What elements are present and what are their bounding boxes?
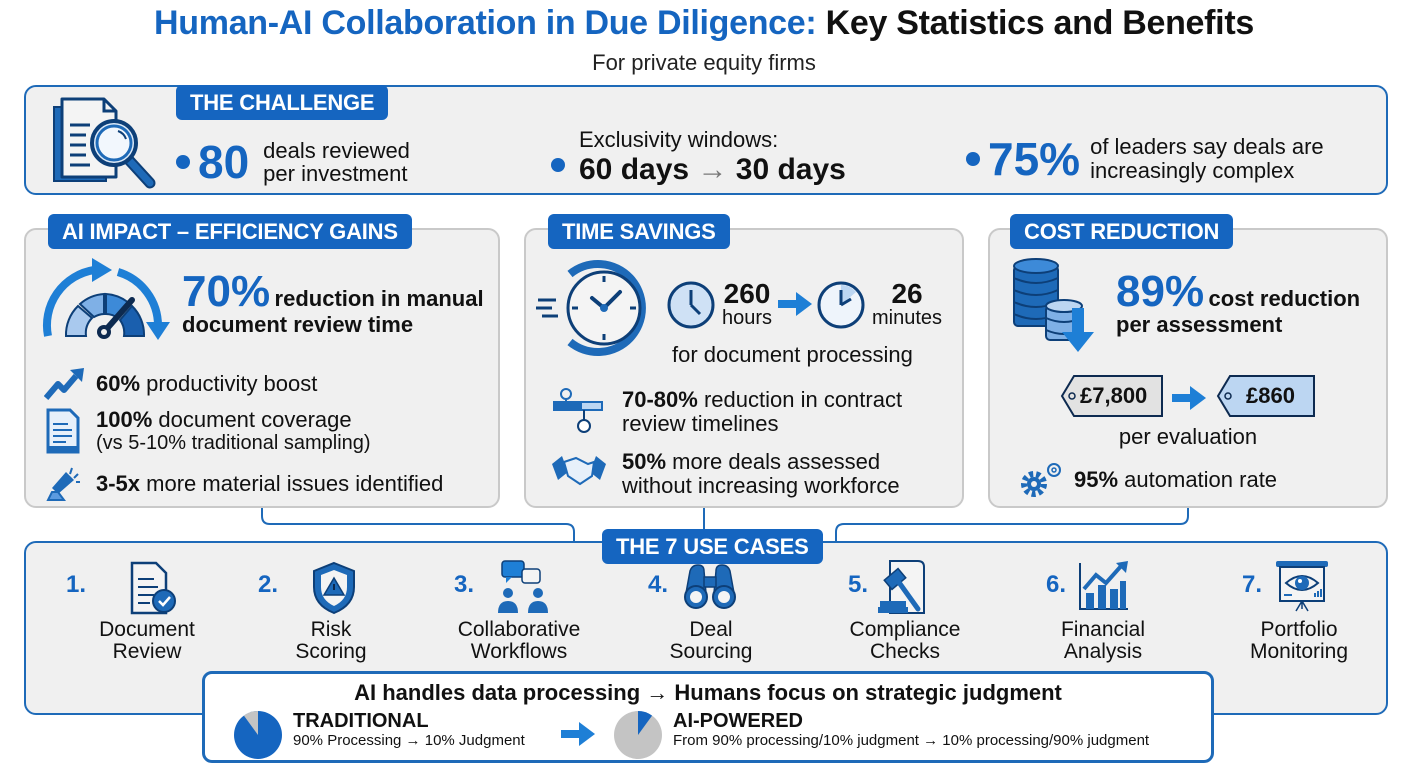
- efficiency-item-issues: 3-5x more material issues identified: [44, 466, 443, 502]
- challenge-panel: THE CHALLENGE 80 deals reviewed per inve…: [24, 85, 1388, 195]
- cost-headline: 89% cost reduction per assessment: [1116, 267, 1361, 338]
- timeline-icon: [553, 388, 603, 433]
- page-subtitle: For private equity firms: [592, 50, 816, 75]
- efficiency-panel: AI IMPACT – EFFICIENCY GAINS 70% reducti…: [24, 214, 500, 508]
- traditional-pie-chart: [234, 711, 282, 759]
- presentation-eye-icon: [1276, 561, 1328, 612]
- clock-to-icon: [816, 280, 866, 330]
- ai-powered-block: AI-POWERED From 90% processing/10% judgm…: [673, 710, 1150, 749]
- time-savings-badge: TIME SAVINGS: [548, 214, 730, 249]
- binoculars-icon: [684, 564, 736, 609]
- challenge-stat-complexity: 75% of leaders say deals are increasingl…: [966, 135, 1324, 183]
- cost-reduction-panel: COST REDUCTION 89% cost reduction per as…: [988, 214, 1388, 508]
- efficiency-badge: AI IMPACT – EFFICIENCY GAINS: [48, 214, 412, 249]
- efficiency-item-productivity: 60% productivity boost: [44, 366, 317, 402]
- panel-connectors: [261, 508, 1189, 541]
- challenge-stat-exclusivity: Exclusivity windows: 60 days → 30 days: [551, 127, 846, 187]
- page-title: Human-AI Collaboration in Due Diligence:…: [0, 4, 1408, 43]
- cost-automation: 95% automation rate: [1018, 460, 1277, 500]
- time-item-deals: 50% more deals assessed without increasi…: [552, 450, 900, 498]
- challenge-stat-deals: 80 deals reviewed per investment: [176, 139, 410, 185]
- efficiency-headline: 70% reduction in manual document review …: [182, 267, 484, 338]
- cost-reduction-badge: COST REDUCTION: [1010, 214, 1234, 249]
- handshake-icon: [552, 456, 606, 486]
- bullet-icon: [966, 152, 980, 166]
- spotlight-icon: [46, 467, 80, 501]
- summary-headline: AI handles data processing → Humans focu…: [354, 680, 1062, 705]
- summary-box: AI handles data processing → Humans focu…: [202, 671, 1214, 763]
- time-to: 26 minutes: [872, 278, 943, 329]
- efficiency-item-coverage: 100% document coverage (vs 5-10% traditi…: [44, 408, 371, 454]
- coins-down-icon: [1010, 256, 1106, 354]
- bullet-icon: [176, 155, 190, 169]
- fast-clock-icon: [534, 258, 650, 358]
- time-from: 260 hours: [722, 278, 773, 329]
- arrow-right-icon: [778, 292, 812, 316]
- arrow-right-icon: [561, 722, 595, 746]
- clock-from-icon: [666, 280, 716, 330]
- title-blue-part: Human-AI Collaboration in Due Diligence:: [154, 4, 817, 42]
- trending-up-icon: [44, 368, 84, 400]
- challenge-badge: THE CHALLENGE: [176, 85, 389, 120]
- documents-icon: [46, 408, 80, 454]
- arrow-right-icon: →: [697, 153, 728, 186]
- time-caption: for document processing: [672, 342, 913, 367]
- time-savings-panel: TIME SAVINGS 260 hours 26 minutes for do…: [524, 214, 964, 508]
- shield-warning-icon: [313, 561, 355, 615]
- gears-icon: [1021, 463, 1061, 497]
- price-tag-to: £860: [1216, 374, 1316, 418]
- traditional-block: TRADITIONAL 90% Processing → 10% Judgmen…: [293, 710, 525, 749]
- document-search-icon: [46, 95, 158, 191]
- cost-caption: per evaluation: [1118, 424, 1258, 449]
- arrow-right-icon: [1172, 386, 1206, 410]
- gavel-icon: [878, 560, 925, 614]
- use-cases-badge: THE 7 USE CASES: [602, 529, 823, 564]
- price-tag-from: £7,800: [1060, 374, 1164, 418]
- speedometer-icon: [34, 244, 174, 340]
- bar-chart-icon: [1079, 561, 1128, 610]
- document-check-icon: [130, 561, 176, 615]
- ai-powered-pie-chart: [614, 711, 662, 759]
- title-black-part: Key Statistics and Benefits: [825, 4, 1255, 42]
- time-item-contracts: 70-80% reduction in contract review time…: [552, 388, 902, 436]
- people-chat-icon: [498, 560, 548, 613]
- bullet-icon: [551, 158, 565, 172]
